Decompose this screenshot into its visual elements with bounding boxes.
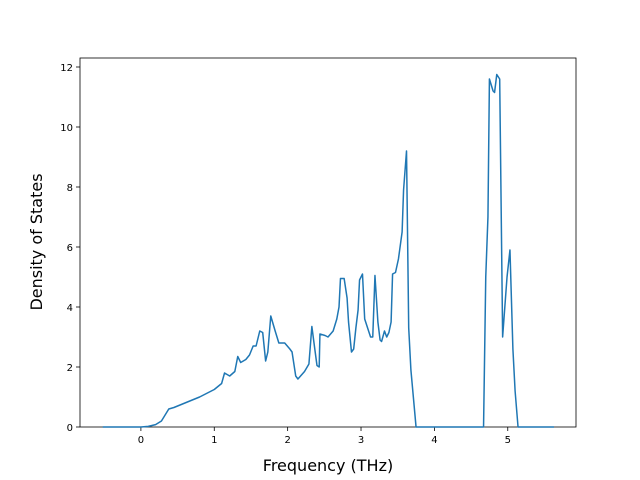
- x-tick-label: 3: [358, 435, 364, 446]
- plot-frame: [79, 57, 577, 428]
- y-tick-label: 6: [67, 243, 73, 254]
- y-axis-label: Density of States: [27, 173, 46, 310]
- x-tick-label: 5: [505, 435, 511, 446]
- x-axis-label: Frequency (THz): [263, 456, 393, 475]
- y-tick-label: 10: [60, 123, 73, 134]
- y-tick-label: 2: [67, 363, 73, 374]
- y-tick-label: 12: [60, 63, 73, 74]
- y-tick-label: 0: [67, 423, 73, 434]
- dos-line: [102, 73, 554, 428]
- y-tick-label: 4: [67, 303, 73, 314]
- x-tick-label: 0: [138, 435, 144, 446]
- y-tick-label: 8: [67, 183, 73, 194]
- x-tick-label: 4: [431, 435, 437, 446]
- x-tick-label: 1: [211, 435, 217, 446]
- x-tick-label: 2: [284, 435, 290, 446]
